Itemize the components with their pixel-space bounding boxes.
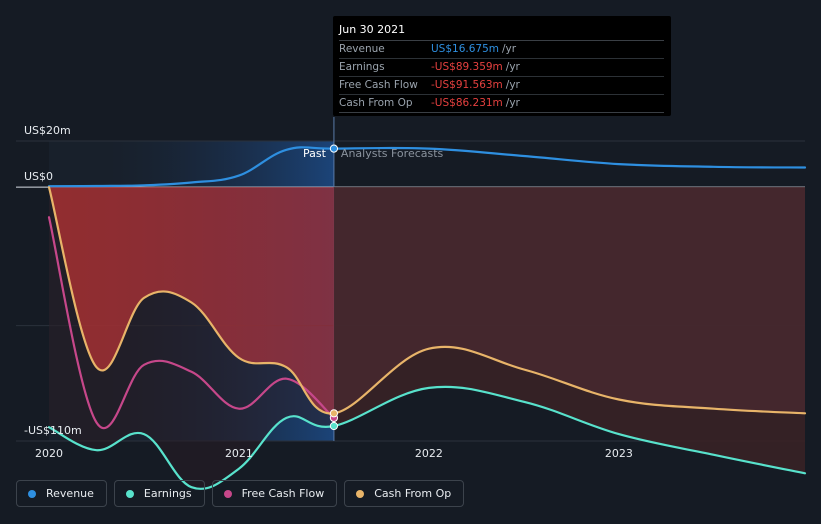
legend-item-cash-from-op[interactable]: Cash From Op (344, 480, 465, 507)
tooltip-row-free-cash-flow: Free Cash Flow -US$91.563m /yr (339, 77, 664, 95)
y-axis-label: US$0 (24, 170, 53, 183)
legend-dot-icon (223, 489, 232, 498)
tooltip-row-cash-from-op: Cash From Op -US$86.231m /yr (339, 95, 664, 113)
hover-point-cash-from-op (329, 409, 339, 418)
x-tick-label: 2021 (225, 447, 253, 460)
legend-item-free-cash-flow[interactable]: Free Cash Flow (211, 480, 338, 507)
past-label: Past (303, 147, 327, 160)
legend-dot-icon (28, 489, 36, 498)
legend-item-earnings[interactable]: Earnings (113, 480, 205, 507)
tooltip-label: Revenue (339, 43, 385, 55)
tooltip-label: Cash From Op (339, 97, 413, 109)
hover-point-earnings (329, 421, 339, 431)
x-tick-label: 2020 (35, 447, 63, 460)
y-axis-label: -US$110m (24, 424, 82, 437)
tooltip-value: -US$89.359m (431, 61, 503, 73)
legend-item-revenue[interactable]: Revenue (16, 480, 107, 507)
tooltip-unit: /yr (502, 43, 517, 55)
legend-label: Free Cash Flow (241, 487, 325, 500)
legend-label: Earnings (143, 487, 192, 500)
legend-dot-icon (356, 489, 365, 498)
tooltip-value: -US$86.231m (431, 97, 503, 109)
tooltip-unit: /yr (505, 97, 520, 109)
past-negative-area (49, 187, 334, 414)
tooltip-row-earnings: Earnings -US$89.359m /yr (339, 59, 664, 77)
legend-dot-icon (125, 489, 134, 498)
legend-label: Revenue (46, 487, 94, 500)
tooltip-value: -US$91.563m (431, 79, 503, 91)
series-line-cash-from-op (47, 186, 807, 415)
hover-point-revenue (329, 144, 339, 153)
y-axis-label: US$20m (24, 124, 71, 137)
tooltip-row-revenue: Revenue US$16.675m /yr (339, 41, 664, 59)
forecast-cashflow-area (333, 187, 805, 414)
forecast-label: Analysts Forecasts (341, 147, 444, 160)
series-line-free-cash-flow (47, 216, 335, 430)
tooltip: Jun 30 2021 Revenue US$16.675m /yr Earni… (333, 16, 671, 116)
legend-label: Cash From Op (374, 487, 452, 500)
legend: Revenue Earnings Free Cash Flow Cash Fro… (16, 480, 465, 509)
tooltip-label: Free Cash Flow (339, 79, 418, 91)
tooltip-label: Earnings (339, 61, 385, 73)
tooltip-unit: /yr (505, 61, 520, 73)
tooltip-value: US$16.675m (431, 43, 499, 55)
x-tick-label: 2022 (415, 447, 443, 460)
x-tick-label: 2023 (605, 447, 633, 460)
tooltip-unit: /yr (505, 79, 520, 91)
tooltip-date: Jun 30 2021 (339, 22, 664, 41)
